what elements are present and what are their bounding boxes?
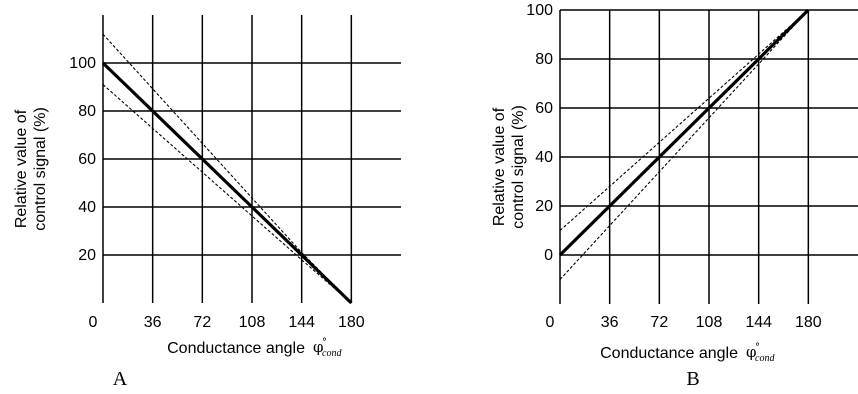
y-tick-label: 0 [544, 247, 553, 264]
y-axis-title-line-1: Relative value of [13, 109, 30, 228]
y-tick-label: 80 [535, 51, 553, 68]
x-tick-label: 36 [601, 314, 619, 331]
y-axis-title-line-1: Relative value of [491, 107, 508, 226]
y-axis-title-line-2: control signal (%) [510, 105, 527, 229]
x-tick-label: 180 [338, 314, 365, 331]
x-axis-symbol-subscript: cond [322, 348, 342, 359]
x-axis-symbol: φ [313, 338, 324, 356]
panel-label: A [113, 368, 128, 390]
x-tick-label: 144 [288, 314, 315, 331]
x-tick-label: 180 [795, 314, 822, 331]
series-line-main [558, 8, 810, 257]
x-tick-label: 144 [745, 314, 772, 331]
y-tick-label: 100 [526, 2, 553, 19]
x-tick-label: 72 [650, 314, 668, 331]
x-tick-label: 72 [193, 314, 211, 331]
series-line-main [101, 61, 353, 305]
x-tick-label: 36 [144, 314, 162, 331]
x-tick-label: 0 [546, 314, 555, 331]
panel-label: B [686, 368, 699, 390]
x-axis-title: Conductance angle [600, 345, 738, 362]
x-tick-label: 108 [239, 314, 266, 331]
x-axis-symbol-superscript: ° [755, 342, 760, 353]
series-line-tolerance [559, 9, 809, 231]
chart-panel-b: 0 20 40 60 80 100 0 36 72 108 144 180 Relative value… [491, 2, 858, 390]
y-axis-title: Relative value of control signal (%) [491, 105, 527, 229]
x-axis-title: Conductance angle [167, 340, 305, 357]
series-line-tolerance [102, 33, 352, 304]
series-line-tolerance [559, 9, 809, 280]
x-axis-symbol-subscript: cond [755, 353, 775, 364]
y-tick-label: 60 [78, 151, 96, 168]
series-line-tolerance [102, 84, 352, 304]
chart-panel-a: 20 40 60 80 100 0 36 72 108 144 180 Relative value … [13, 15, 401, 390]
y-tick-label: 40 [78, 199, 96, 216]
x-axis-symbol: φ [746, 343, 757, 361]
x-axis-symbol-superscript: ° [322, 337, 327, 348]
y-axis-title-line-2: control signal (%) [32, 107, 49, 231]
y-tick-label: 60 [535, 100, 553, 117]
y-tick-label: 20 [535, 198, 553, 215]
y-tick-label: 40 [535, 149, 553, 166]
y-tick-label: 100 [69, 55, 96, 72]
x-tick-label: 0 [89, 314, 98, 331]
y-tick-label: 80 [78, 103, 96, 120]
x-tick-label: 108 [696, 314, 723, 331]
y-axis-title: Relative value of control signal (%) [13, 107, 49, 231]
y-tick-label: 20 [78, 247, 96, 264]
